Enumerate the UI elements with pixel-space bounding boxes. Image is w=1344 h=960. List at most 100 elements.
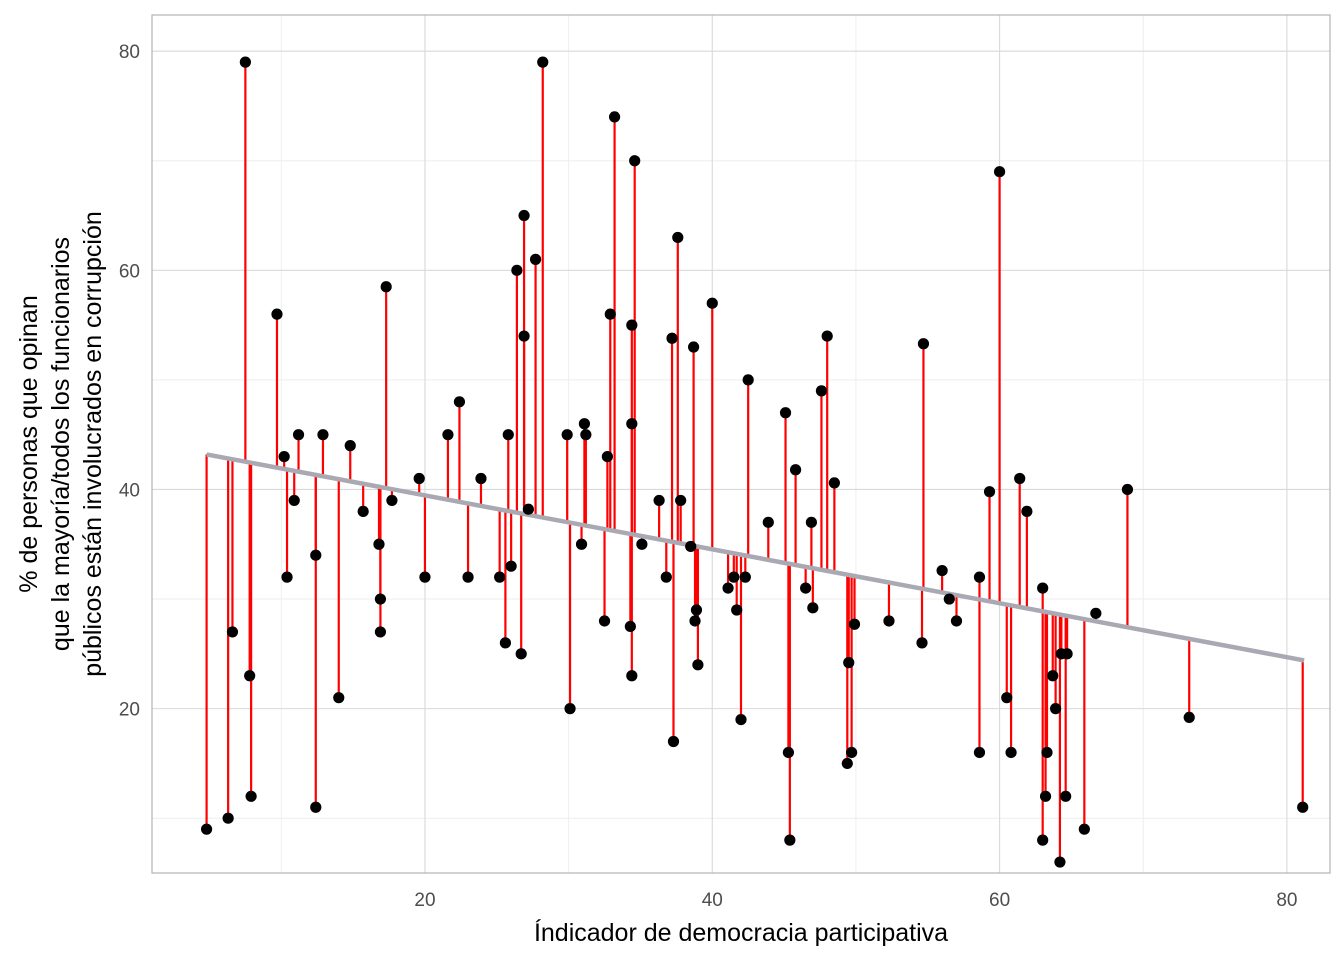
data-point [936,564,948,577]
data-point [515,648,527,660]
data-point [529,253,542,265]
data-point [685,540,697,553]
data-point [575,538,588,550]
y-tick-label: 80 [119,42,140,63]
data-point [281,571,293,583]
data-point [993,166,1006,178]
data-point [762,516,774,528]
data-point [1037,834,1049,846]
data-point [1054,856,1066,868]
data-point [373,538,385,550]
x-tick-label: 20 [414,890,435,911]
regression-line-group [206,452,1305,663]
panel-border [151,14,1331,874]
data-point [245,790,257,802]
data-point [271,308,283,320]
data-point [841,757,853,770]
data-point [917,338,930,350]
data-point [598,615,611,627]
data-point [883,615,895,627]
data-point [244,670,256,682]
data-point [310,549,322,561]
data-point [667,735,680,748]
data-point [608,111,621,123]
data-point [943,593,955,605]
data-point [805,516,817,528]
data-point [292,429,305,441]
data-point [604,308,616,320]
data-point [333,692,345,704]
data-point [1090,607,1102,619]
data-point [706,297,718,309]
data-point [1014,472,1026,485]
data-point [672,231,684,244]
data-point [973,746,986,759]
data-point [522,503,534,515]
y-axis-title-line: públicos están involucrados en corrupció… [79,211,107,677]
data-point [453,396,466,408]
data-point [502,429,514,441]
data-point [1021,505,1033,517]
data-point [983,486,996,498]
data-point [807,602,819,614]
data-point [800,582,812,594]
data-point [580,429,592,441]
data-point [564,703,576,715]
data-point [1061,648,1073,660]
data-point [660,571,672,583]
regression-line [206,452,1305,663]
data-point [601,451,613,463]
major-gridlines [152,15,1330,873]
data-point [1060,790,1072,802]
y-axis-title-line: que la mayoría/todos los funcionarios [47,237,75,651]
data-point [950,615,963,627]
data-point [821,330,833,342]
data-point [742,374,754,386]
minor-gridlines [152,15,1330,873]
data-point [1121,483,1134,496]
data-point [518,330,530,342]
data-point [731,604,743,616]
data-point [846,746,858,759]
data-point [344,440,356,452]
data-point [380,281,392,293]
data-point [278,451,290,463]
y-tick-label: 20 [119,700,140,721]
data-point [200,823,213,835]
data-point [413,472,425,485]
data-point [442,429,454,441]
y-tick-label: 60 [119,261,140,282]
data-point [666,332,678,344]
data-point [624,620,636,633]
data-point [1037,582,1049,594]
data-point [739,571,751,583]
data-point [626,418,638,430]
data-point [843,657,855,669]
data-point [689,615,701,627]
data-point [1005,746,1017,759]
data-point [1297,801,1309,813]
y-tick-label: 40 [119,480,140,501]
x-tick-label: 60 [989,890,1010,911]
data-point [578,418,591,430]
data-point [779,407,792,419]
data-point [357,505,369,517]
data-point [288,494,300,507]
data-point [537,56,549,68]
data-point [419,571,431,583]
data-point [505,560,517,572]
data-point [1078,823,1090,835]
x-axis-tick-labels: 20 40 60 80 [414,890,1297,911]
data-point [1047,670,1059,682]
data-point [511,264,523,276]
data-point [475,472,487,485]
data-point [690,604,703,616]
data-point [226,626,239,638]
data-point [848,618,861,630]
data-point [518,209,530,222]
data-point [222,812,234,824]
data-points [200,56,1309,868]
data-point [462,571,474,583]
data-point [722,582,734,594]
